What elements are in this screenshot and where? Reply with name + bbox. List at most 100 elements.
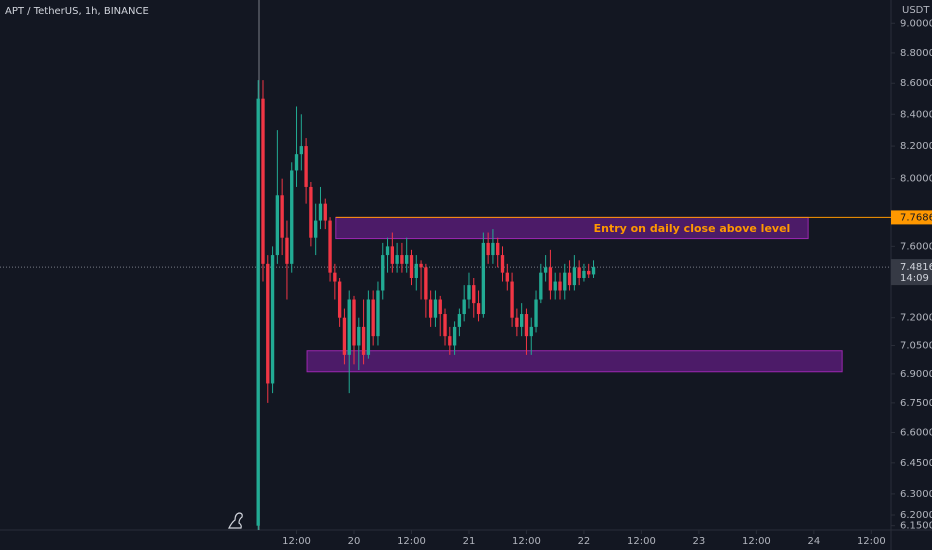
x-tick-label: 23 bbox=[693, 536, 706, 547]
chart-title: APT / TetherUS, 1h, BINANCE bbox=[5, 6, 149, 17]
y-tick-label: 6.2000 bbox=[900, 510, 932, 521]
candle-body bbox=[467, 285, 471, 300]
y-tick-label: 8.4000 bbox=[900, 109, 932, 120]
candle-body bbox=[409, 255, 414, 278]
x-tick-label: 12:00 bbox=[857, 536, 886, 547]
candle-body bbox=[457, 314, 462, 327]
candle-body bbox=[376, 290, 380, 337]
candle-body bbox=[309, 186, 313, 238]
candle-body bbox=[419, 263, 423, 268]
candle-body bbox=[304, 146, 308, 187]
candle-body bbox=[337, 281, 342, 318]
x-tick-label: 24 bbox=[808, 536, 821, 547]
candle-body bbox=[347, 299, 351, 355]
y-axis-label: USDT bbox=[902, 5, 930, 16]
candle-body bbox=[496, 242, 500, 256]
candle-body bbox=[582, 270, 586, 278]
candle-body bbox=[539, 272, 543, 300]
candle-body bbox=[414, 263, 418, 278]
candle-body bbox=[438, 299, 442, 315]
candle-body bbox=[534, 299, 538, 327]
candle-body bbox=[543, 267, 548, 273]
candle-body bbox=[390, 246, 395, 264]
candle-body bbox=[366, 299, 371, 355]
y-tick-label: 6.1500 bbox=[900, 521, 932, 532]
level-label-box bbox=[891, 210, 932, 225]
y-tick-label: 6.4500 bbox=[900, 458, 932, 469]
level-label: 7.7686 bbox=[900, 212, 932, 223]
candle-body bbox=[381, 255, 385, 291]
candle-body bbox=[448, 336, 452, 346]
x-tick-label: 12:00 bbox=[397, 536, 426, 547]
candle-body bbox=[342, 317, 347, 355]
candle-body bbox=[563, 272, 567, 291]
candle-body bbox=[294, 154, 299, 171]
candle-body bbox=[505, 272, 509, 282]
x-tick-label: 12:00 bbox=[512, 536, 541, 547]
logo bbox=[228, 512, 243, 529]
candle-body bbox=[567, 272, 572, 286]
y-tick-label: 6.7500 bbox=[900, 398, 932, 409]
y-tick-label: 8.0000 bbox=[900, 174, 932, 185]
candle-body bbox=[577, 267, 581, 278]
candle-body bbox=[352, 299, 356, 346]
candle-body bbox=[299, 146, 303, 155]
candle-body bbox=[524, 314, 529, 337]
y-tick-label: 6.6000 bbox=[900, 428, 932, 439]
y-tick-label: 8.2000 bbox=[900, 141, 932, 152]
candle-body bbox=[519, 314, 524, 327]
candle-body bbox=[510, 281, 514, 318]
x-tick-label: 21 bbox=[463, 536, 476, 547]
y-tick-label: 9.0000 bbox=[900, 18, 932, 29]
candle-body bbox=[491, 242, 495, 256]
candle-body bbox=[280, 195, 284, 238]
candle-body bbox=[318, 203, 323, 221]
countdown: 14:09 bbox=[900, 273, 929, 284]
candle-body bbox=[314, 220, 318, 238]
x-tick-label: 12:00 bbox=[742, 536, 771, 547]
candle-body bbox=[428, 299, 433, 318]
candle-body bbox=[591, 267, 596, 275]
candle-body bbox=[424, 267, 428, 300]
candle-body bbox=[256, 98, 260, 526]
candle-body bbox=[548, 267, 553, 291]
last-price-label: 7.4816 bbox=[900, 262, 932, 273]
candle-body bbox=[462, 299, 466, 315]
y-tick-label: 7.2000 bbox=[900, 313, 932, 324]
x-tick-label: 12:00 bbox=[282, 536, 311, 547]
x-tick-label: 20 bbox=[348, 536, 361, 547]
candle-body bbox=[452, 326, 457, 346]
candle-body bbox=[433, 299, 438, 318]
candle-body bbox=[261, 98, 265, 264]
candle-body bbox=[486, 242, 490, 256]
candle-body bbox=[476, 303, 481, 315]
candle-body bbox=[443, 314, 447, 337]
candle-body bbox=[275, 195, 280, 256]
candle-body bbox=[323, 203, 327, 221]
x-tick-label: 12:00 bbox=[627, 536, 656, 547]
candle-body bbox=[371, 299, 375, 337]
candle-body bbox=[472, 285, 476, 304]
y-tick-label: 6.9000 bbox=[900, 369, 932, 380]
candle-body bbox=[515, 317, 519, 327]
last-price-box bbox=[891, 259, 932, 286]
candle-body bbox=[572, 267, 577, 286]
candle-body bbox=[361, 326, 366, 355]
y-tick-label: 7.0500 bbox=[900, 340, 932, 351]
candle-body bbox=[328, 220, 332, 273]
y-tick-label: 8.8000 bbox=[900, 48, 932, 59]
candle-body bbox=[357, 326, 361, 346]
candle-body bbox=[385, 246, 390, 256]
y-tick-label: 8.6000 bbox=[900, 78, 932, 89]
candle-body bbox=[500, 255, 505, 273]
annotation: Entry on daily close above level bbox=[594, 222, 791, 235]
candle-body bbox=[285, 237, 289, 264]
candle-body bbox=[587, 270, 591, 275]
candle-body bbox=[333, 272, 337, 282]
x-tick-label: 22 bbox=[578, 536, 591, 547]
candle-body bbox=[266, 263, 270, 384]
candle-body bbox=[405, 255, 409, 264]
